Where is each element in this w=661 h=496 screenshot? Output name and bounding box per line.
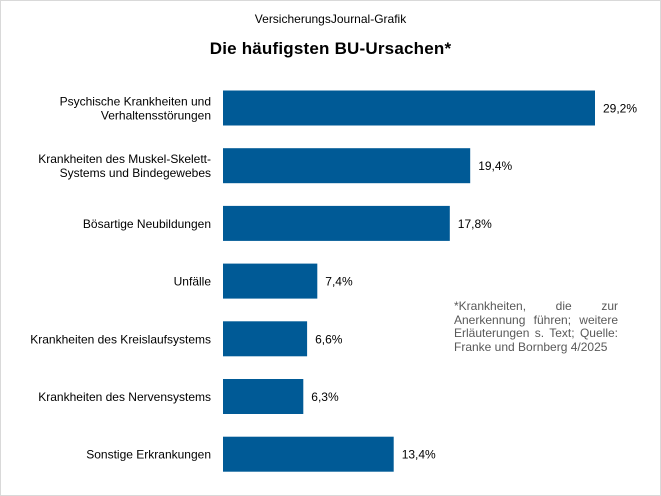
- value-label-1: 29,2%: [603, 102, 637, 116]
- category-label-5: Krankheiten des Kreislaufsystems: [30, 332, 211, 346]
- value-label-3: 17,8%: [458, 217, 492, 231]
- category-label-2: Krankheiten des Muskel-Skelett-Systems u…: [38, 152, 211, 180]
- category-label-4: Unfälle: [174, 275, 212, 289]
- bar-2: [223, 148, 471, 184]
- bar-5: [223, 321, 308, 357]
- value-label-5: 6,6%: [315, 332, 343, 346]
- category-label-7: Sonstige Erkrankungen: [86, 448, 211, 462]
- category-label-6: Krankheiten des Nervensystems: [38, 390, 211, 404]
- bar-7: [223, 436, 394, 472]
- value-label-6: 6,3%: [311, 390, 339, 404]
- bar-3: [223, 205, 450, 241]
- bar-6: [223, 379, 304, 414]
- value-label-2: 19,4%: [478, 159, 512, 173]
- category-label-3: Bösartige Neubildungen: [83, 217, 211, 231]
- chart-source-title: VersicherungsJournal-Grafik: [254, 12, 407, 26]
- value-label-4: 7,4%: [325, 275, 353, 289]
- category-label-1: Psychische Krankheiten und Verhaltensstör…: [60, 95, 211, 123]
- value-label-7: 13,4%: [402, 448, 436, 462]
- chart-title: Die häufigsten BU-Ursachen*: [209, 39, 452, 58]
- bar-1: [223, 90, 595, 126]
- chart-footnote: *Krankheiten, die zur Anerkennung führen…: [454, 299, 618, 354]
- bar-4: [223, 263, 318, 299]
